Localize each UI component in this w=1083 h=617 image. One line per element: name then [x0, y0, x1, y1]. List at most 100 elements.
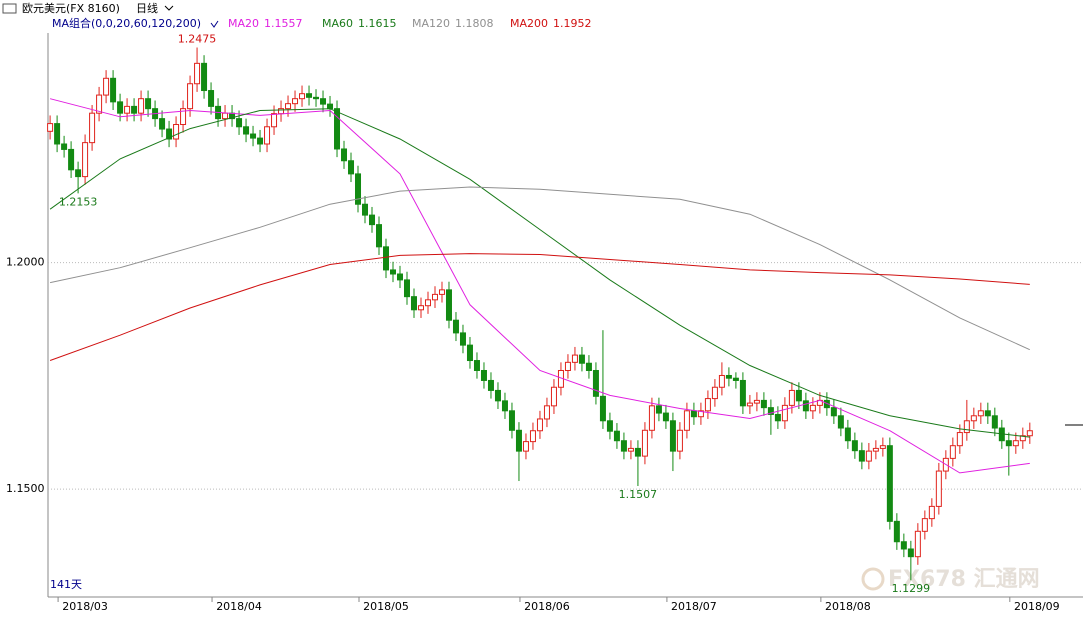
candle-body	[529, 430, 536, 443]
candle	[75, 161, 82, 194]
candle-body	[928, 505, 935, 520]
candle-body	[858, 450, 865, 462]
candle	[445, 281, 452, 329]
candle-body	[431, 293, 438, 301]
candle-body	[131, 105, 138, 114]
menu-icon[interactable]	[2, 3, 17, 14]
candle	[201, 55, 208, 99]
candle	[410, 288, 417, 318]
candle	[655, 397, 662, 422]
candle	[264, 118, 271, 153]
candle	[648, 397, 655, 439]
candle	[417, 297, 424, 318]
legend-entry: MA20 1.1557	[228, 17, 303, 30]
indicator-label[interactable]: MA组合(0,0,20,60,120,200)	[52, 16, 201, 30]
candle	[494, 382, 501, 409]
candle	[781, 397, 788, 429]
extreme-label: 1.2153	[59, 195, 98, 208]
candle	[376, 216, 383, 255]
candle	[914, 523, 921, 565]
candle	[452, 312, 459, 342]
candle-body	[166, 128, 173, 140]
candle-body	[383, 246, 390, 271]
candle-body	[921, 518, 928, 532]
candle-body	[47, 123, 54, 132]
candle	[606, 412, 613, 440]
period-selector[interactable]: 日线	[136, 1, 158, 15]
candle	[627, 440, 634, 460]
candle	[145, 90, 152, 117]
candle	[809, 397, 816, 419]
candle	[1026, 422, 1033, 444]
candle	[676, 422, 683, 460]
candle-body	[1012, 440, 1019, 447]
count-label: 141天	[50, 578, 82, 591]
candle-body	[599, 395, 606, 422]
candle	[306, 85, 313, 106]
x-tick-label: 2018/07	[671, 600, 717, 613]
candle	[194, 47, 201, 92]
candle-body	[96, 94, 103, 114]
candle-body	[844, 427, 851, 442]
candle	[390, 261, 396, 283]
candle	[341, 140, 348, 169]
candle-body	[208, 90, 215, 107]
candle	[243, 118, 250, 143]
candle	[334, 100, 341, 158]
candle-body	[865, 450, 872, 462]
candle	[355, 165, 362, 213]
candle	[473, 352, 480, 379]
candle-body	[914, 530, 921, 558]
candle	[669, 412, 676, 472]
candle	[529, 422, 536, 450]
candle	[697, 402, 704, 425]
candle	[487, 372, 494, 399]
extreme-label: 1.1507	[619, 488, 658, 501]
candle-body	[362, 203, 369, 216]
candle-body	[68, 148, 75, 171]
candle	[438, 281, 445, 303]
candle-body	[292, 98, 299, 105]
candle	[865, 442, 872, 470]
candle-body	[851, 440, 858, 452]
candle-body	[543, 405, 550, 420]
candle	[536, 410, 543, 439]
candle-body	[1005, 440, 1012, 447]
candle	[515, 422, 522, 482]
candle-body	[459, 332, 466, 346]
candle-body	[271, 113, 278, 128]
legend-value: 1.1952	[553, 17, 592, 30]
candle-body	[746, 402, 753, 407]
candle-body	[977, 410, 984, 417]
candle	[935, 462, 942, 515]
candle-body	[501, 400, 508, 412]
candle	[68, 141, 75, 178]
candle	[54, 115, 61, 153]
candle-body	[299, 93, 306, 100]
candle-body	[564, 361, 571, 371]
candle	[851, 432, 858, 459]
candle-body	[508, 410, 515, 431]
extreme-label: 1.1299	[892, 582, 931, 595]
candle-body	[403, 279, 410, 298]
candle	[907, 540, 914, 581]
candle-body	[515, 429, 522, 452]
candle-body	[1019, 435, 1026, 442]
candle	[886, 437, 893, 530]
ma-line	[49, 98, 1030, 474]
watermark-logo	[861, 567, 885, 591]
candle-body	[480, 369, 487, 381]
candle-body	[369, 214, 376, 226]
instrument-title[interactable]: 欧元美元(FX 8160)	[22, 2, 120, 15]
candle-body	[620, 440, 627, 452]
candle-body	[522, 441, 529, 452]
candle-body	[138, 98, 145, 114]
legend-name: MA200	[510, 17, 548, 30]
candle	[480, 362, 487, 389]
candle-body	[103, 77, 110, 96]
candle	[501, 392, 508, 419]
candle-body	[285, 103, 292, 110]
candle-body	[683, 410, 690, 431]
candle-body	[830, 407, 837, 417]
